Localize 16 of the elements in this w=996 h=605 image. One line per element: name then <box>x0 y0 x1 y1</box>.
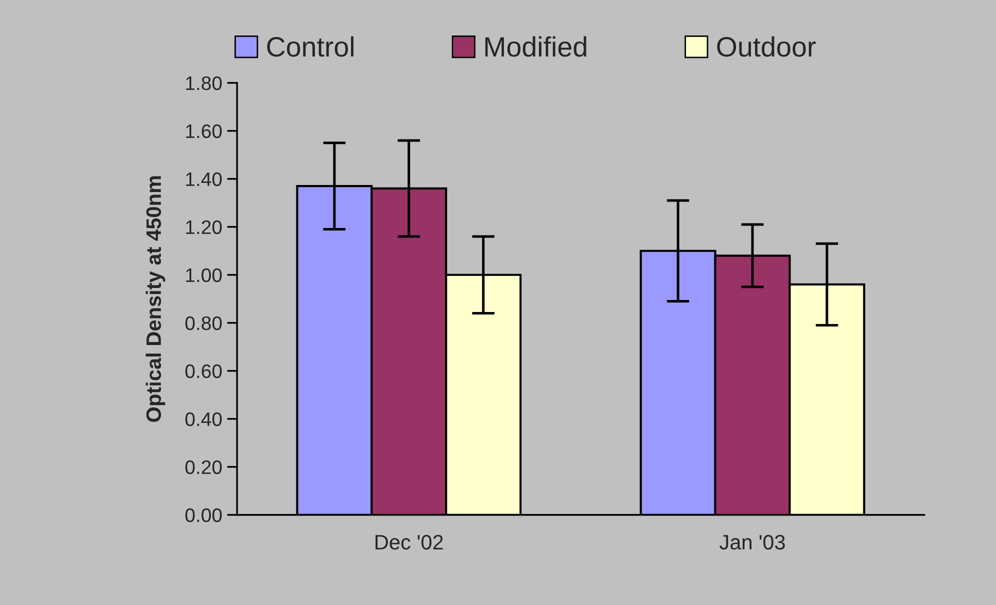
y-tick-label: 0.40 <box>185 412 222 426</box>
y-tick-label: 0.80 <box>185 316 222 330</box>
x-tick-label: Dec '02 <box>376 534 443 550</box>
y-tick-label: 0.60 <box>185 364 222 378</box>
y-tick-label: 1.40 <box>186 172 222 186</box>
y-tick-label: 1.60 <box>186 124 222 138</box>
y-tick-label: 1.20 <box>186 220 222 234</box>
legend-label: Outdoor <box>717 36 816 57</box>
legend-label: Modified <box>485 36 586 57</box>
y-tick-label: 0.20 <box>185 460 222 474</box>
y-tick-label: 0.00 <box>185 508 222 522</box>
y-tick-label: 1.80 <box>186 76 222 90</box>
y-axis-title: Optical Density at 450nm <box>146 176 166 422</box>
legend-label: Control <box>267 36 354 57</box>
x-tick-label: Jan '03 <box>720 534 785 550</box>
y-tick-label: 1.00 <box>186 268 222 282</box>
